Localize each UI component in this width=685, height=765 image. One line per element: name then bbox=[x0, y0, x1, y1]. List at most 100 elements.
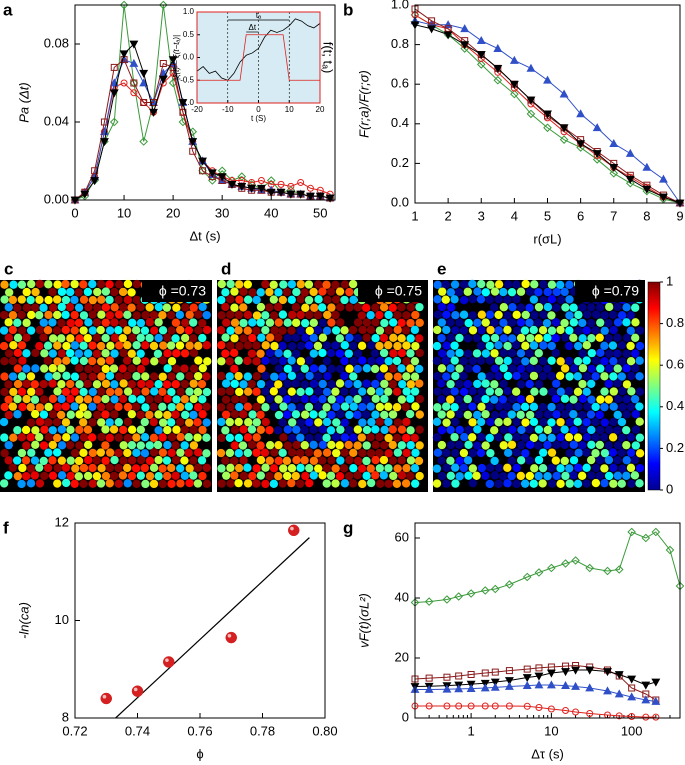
particle bbox=[12, 456, 22, 465]
particle bbox=[627, 387, 636, 396]
y-tick-label: 0.6 bbox=[391, 76, 409, 91]
particle bbox=[450, 402, 459, 412]
particle bbox=[274, 288, 283, 297]
panel-label: b bbox=[343, 0, 353, 19]
particle bbox=[539, 310, 548, 319]
particle bbox=[252, 479, 261, 488]
particle bbox=[22, 379, 31, 389]
particle bbox=[516, 471, 526, 481]
particle bbox=[318, 471, 327, 480]
particle bbox=[101, 364, 110, 374]
particle bbox=[35, 479, 45, 488]
x-axis-label: Δt (s) bbox=[189, 228, 220, 243]
particle bbox=[564, 432, 574, 442]
particle bbox=[61, 418, 71, 427]
particle bbox=[367, 417, 376, 427]
particle bbox=[274, 456, 283, 466]
particle bbox=[261, 479, 270, 489]
particle bbox=[586, 318, 596, 328]
particle bbox=[78, 403, 88, 412]
particle bbox=[388, 318, 398, 327]
particle bbox=[560, 425, 569, 434]
particle bbox=[490, 426, 499, 435]
particle bbox=[180, 349, 190, 358]
particle bbox=[4, 456, 13, 465]
particle bbox=[345, 455, 354, 465]
particle bbox=[379, 471, 388, 480]
particle bbox=[96, 418, 106, 427]
particle bbox=[132, 433, 141, 442]
particle bbox=[274, 364, 284, 373]
particle bbox=[154, 333, 163, 343]
particle bbox=[349, 433, 358, 442]
x-tick-label: 8 bbox=[643, 208, 650, 223]
particle bbox=[176, 325, 185, 335]
particle bbox=[472, 364, 481, 374]
particle bbox=[313, 402, 323, 411]
particle bbox=[265, 333, 275, 342]
particle bbox=[132, 372, 141, 381]
plot-frame bbox=[414, 4, 681, 204]
particle bbox=[167, 387, 176, 397]
particle bbox=[406, 456, 416, 465]
particle bbox=[109, 364, 119, 373]
particle bbox=[600, 402, 609, 412]
marker bbox=[476, 51, 486, 60]
particle bbox=[595, 471, 605, 480]
particle bbox=[269, 311, 279, 320]
particle bbox=[441, 295, 450, 304]
particle bbox=[609, 325, 618, 335]
particle bbox=[344, 349, 353, 358]
plot-frame bbox=[414, 522, 681, 719]
particle bbox=[292, 425, 301, 434]
particle bbox=[569, 303, 578, 312]
particle bbox=[105, 387, 115, 397]
particle bbox=[349, 463, 358, 473]
particle bbox=[221, 302, 230, 312]
particle bbox=[83, 471, 93, 481]
marker bbox=[139, 137, 148, 146]
particle bbox=[499, 303, 509, 312]
x-tick-label: 10 bbox=[544, 723, 558, 738]
marker bbox=[428, 17, 436, 25]
particle bbox=[261, 311, 270, 320]
particle bbox=[167, 463, 176, 473]
particle bbox=[283, 333, 292, 343]
particle bbox=[256, 288, 265, 297]
particle bbox=[295, 448, 305, 458]
particle bbox=[158, 311, 167, 320]
particle bbox=[464, 318, 473, 328]
particle bbox=[92, 456, 101, 465]
particle bbox=[547, 418, 556, 427]
particle bbox=[292, 440, 301, 450]
particle bbox=[622, 318, 631, 327]
series-line bbox=[415, 705, 656, 718]
particle bbox=[171, 334, 180, 343]
particle bbox=[335, 287, 345, 296]
particle bbox=[48, 364, 57, 373]
particle bbox=[0, 372, 9, 381]
particle bbox=[371, 425, 380, 434]
particle bbox=[189, 348, 199, 358]
particle bbox=[84, 318, 93, 327]
marker bbox=[535, 664, 543, 672]
particle bbox=[30, 456, 40, 465]
particle bbox=[70, 387, 80, 396]
plot-frame bbox=[196, 11, 321, 104]
particle bbox=[508, 334, 517, 343]
particle bbox=[401, 479, 411, 488]
particle bbox=[551, 348, 560, 358]
marker bbox=[481, 669, 489, 677]
particle bbox=[230, 364, 239, 374]
particle bbox=[136, 441, 146, 450]
marker bbox=[490, 584, 500, 594]
particle bbox=[145, 333, 154, 343]
particle bbox=[180, 456, 189, 465]
particle bbox=[309, 410, 318, 419]
particle bbox=[194, 448, 203, 457]
particle bbox=[340, 326, 349, 335]
marker bbox=[571, 556, 580, 565]
marker bbox=[139, 69, 149, 78]
particle bbox=[539, 387, 548, 396]
particle bbox=[362, 379, 371, 388]
